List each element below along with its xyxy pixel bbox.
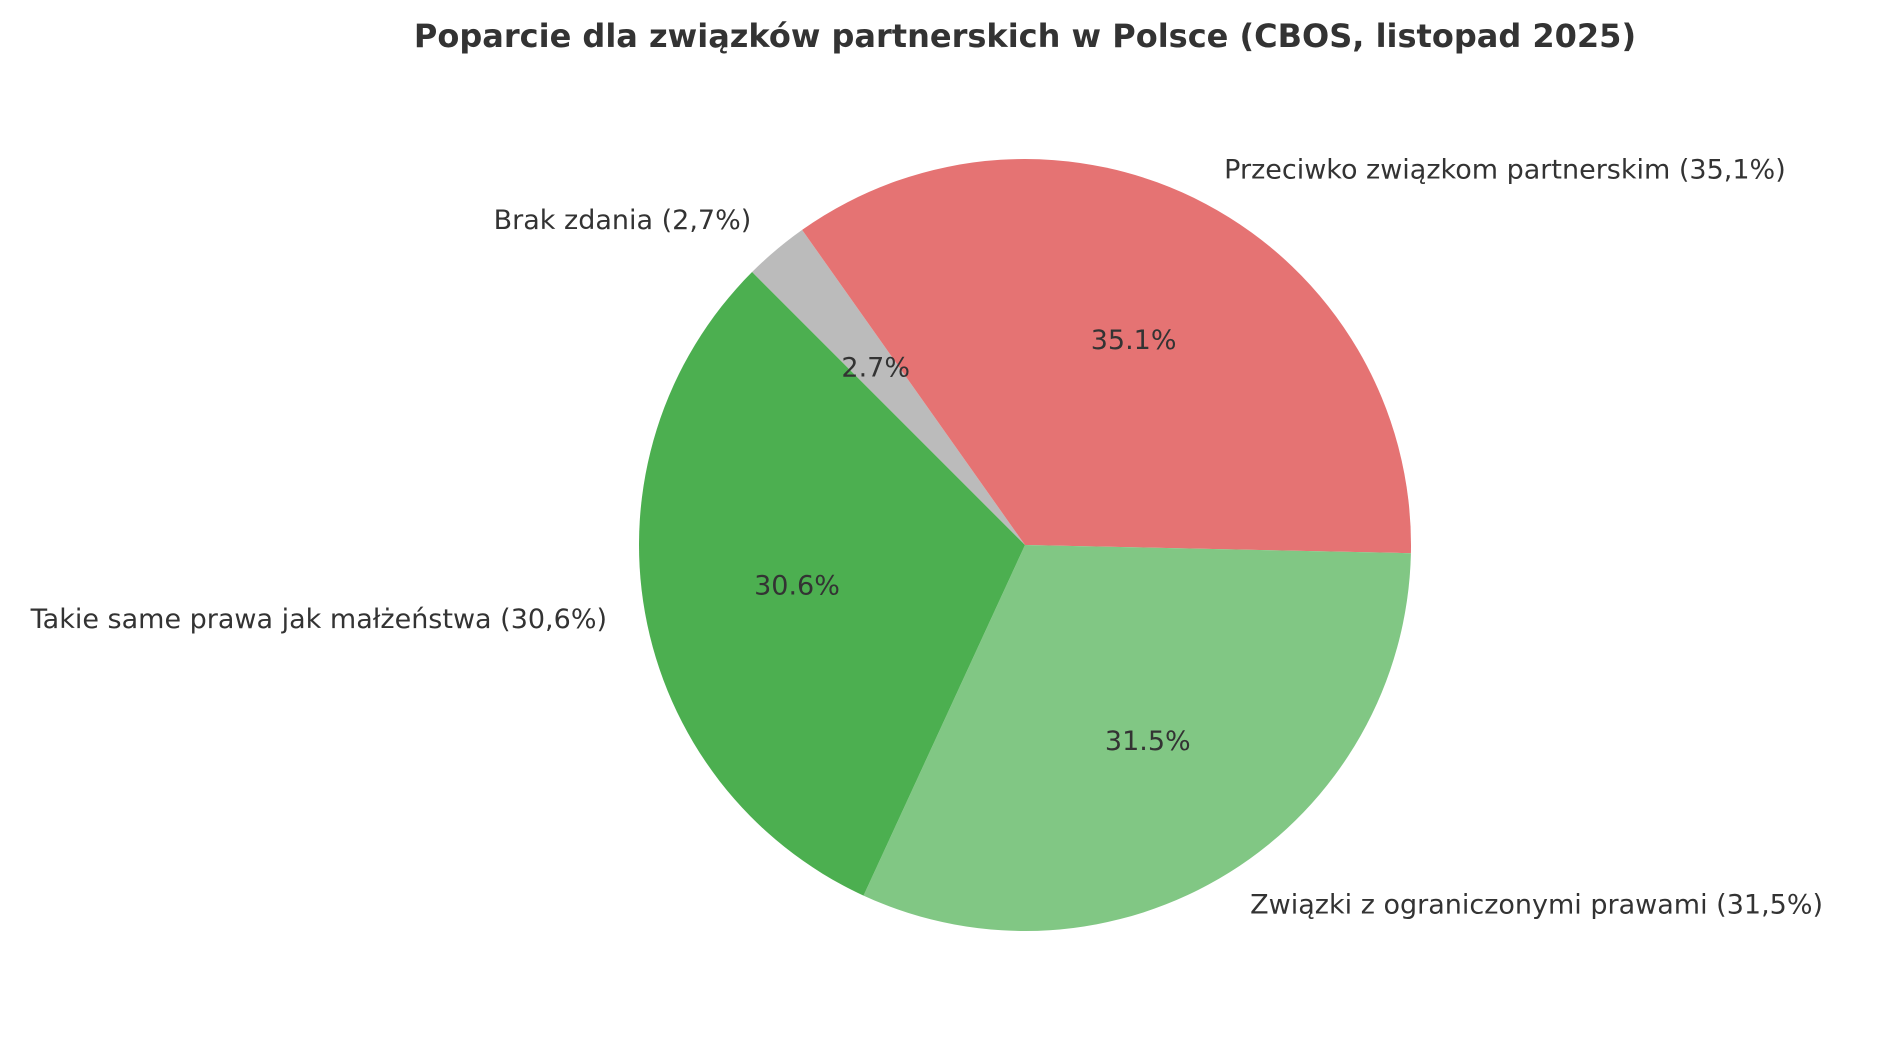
pie-slice-0	[752, 229, 1025, 545]
pie-slice-percent-2: 31.5%	[1105, 726, 1191, 757]
pie-slice-percent-3: 30.6%	[754, 570, 840, 601]
pie-slice-2	[863, 545, 1411, 931]
pie-slice-labels: Brak zdania (2,7%) Przeciwko związkom par…	[30, 155, 1823, 921]
pie-slice-label-1: Przeciwko związkom partnerskim (35,1%)	[1224, 155, 1786, 186]
pie-slice-percent-0: 2.7%	[841, 352, 910, 383]
pie-slice-percent-1: 35.1%	[1091, 325, 1177, 356]
pie-percent-labels: 2.7% 35.1% 31.5% 30.6%	[754, 325, 1191, 757]
pie-slice-3	[638, 272, 1025, 896]
pie-slice-label-0: Brak zdania (2,7%)	[494, 205, 752, 236]
pie-slice-1	[802, 158, 1411, 554]
chart-title: Poparcie dla związków partnerskich w Pol…	[414, 17, 1636, 55]
pie-slice-label-3: Takie same prawa jak małżeństwa (30,6%)	[30, 604, 607, 635]
pie-slices	[638, 158, 1411, 931]
pie-slice-label-2: Związki z ograniczonymi prawami (31,5%)	[1250, 889, 1823, 920]
